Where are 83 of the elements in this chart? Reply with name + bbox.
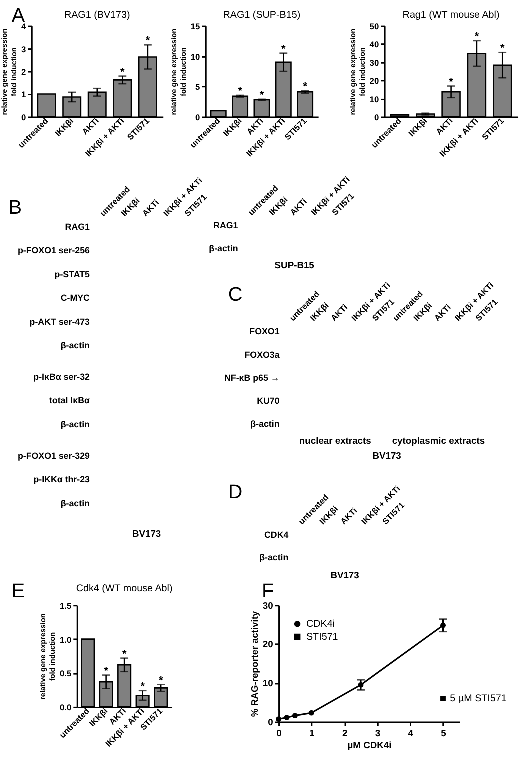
text: nuclear extracts <box>299 434 372 446</box>
point <box>292 713 298 719</box>
legend-label: STI571 <box>306 632 339 643</box>
category-label: β-actin <box>60 498 90 508</box>
y-axis-title: % RAG-reporter activity <box>248 610 260 718</box>
y-tick-label: 10 <box>370 94 380 104</box>
y-tick-label: 10 <box>262 678 274 689</box>
y-tick-label: 15 <box>190 22 201 32</box>
text: cytoplasmic extracts <box>392 434 486 446</box>
y-tick-label: 2 <box>22 66 27 77</box>
point <box>308 710 314 716</box>
text: SUP-B15 <box>274 259 314 270</box>
y-tick-label: 20 <box>370 76 380 86</box>
text: C <box>228 284 243 306</box>
x-tick-label: 0 <box>276 727 282 738</box>
y-tick-label: 30 <box>262 600 274 611</box>
category-label: p-STAT5 <box>54 269 90 280</box>
chart-title: RAG1 (SUP-B15) <box>223 10 301 22</box>
annotation: * <box>120 66 126 78</box>
x-tick-label: 4 <box>408 727 414 738</box>
annotation: * <box>238 86 244 98</box>
text: BV173 <box>372 450 402 461</box>
text: D <box>228 481 243 504</box>
category-label: C-MYC <box>60 293 90 304</box>
point <box>284 715 290 720</box>
category-label: FOXO1 <box>250 326 280 337</box>
category-label: NF-κB p65 → <box>224 372 280 383</box>
annotation: * <box>282 43 287 56</box>
annotation: * <box>146 35 151 48</box>
category-label: β-actin <box>209 244 238 254</box>
y-tick-label: 50 <box>370 22 380 32</box>
category-label: total IκBα <box>49 396 90 406</box>
chart-title: RAG1 (BV173) <box>64 10 130 22</box>
text: BV173 <box>330 569 360 580</box>
annotation: * <box>474 30 480 43</box>
legend-label: CDK4i <box>306 619 336 630</box>
point <box>440 696 446 702</box>
chart-title: Cdk4 (WT mouse Abl) <box>76 584 173 595</box>
annotation: 5 µM STI571 <box>450 694 508 705</box>
category-label: RAG1 <box>214 220 238 230</box>
annotation: * <box>303 80 308 93</box>
y-tick-label: 5 <box>196 82 201 92</box>
text: E <box>12 580 26 602</box>
y-tick-label: 20 <box>262 638 274 650</box>
y-tick-label: 4 <box>22 22 27 32</box>
x-axis-title: µM CDK4i <box>348 740 392 751</box>
category-label: β-actin <box>60 340 90 351</box>
annotation: * <box>449 76 454 88</box>
category-label: p-FOXO1 ser-256 <box>18 246 90 256</box>
annotation: * <box>260 89 265 102</box>
y-tick-label: 0.5 <box>60 668 72 679</box>
category-label: p-AKT ser-473 <box>30 316 90 327</box>
x-tick-label: 5 <box>441 727 446 738</box>
category-label: RAG1 <box>65 222 90 232</box>
y-tick-label: 30 <box>370 58 380 68</box>
text: F <box>262 580 274 602</box>
point <box>440 622 446 628</box>
text: B <box>8 196 22 219</box>
y-tick-label: 3 <box>22 44 27 54</box>
point <box>358 682 364 688</box>
x-tick-label: 1 <box>310 727 315 738</box>
category-label: p-IκBα ser-32 <box>34 372 90 382</box>
y-tick-label: 40 <box>370 40 380 50</box>
category-label: β-actin <box>250 418 280 429</box>
category-label: p-FOXO1 ser-329 <box>18 450 90 461</box>
annotation: * <box>104 665 110 678</box>
category-label: β-actin <box>60 419 90 430</box>
chart-title: Rag1 (WT mouse Abl) <box>402 10 500 22</box>
y-tick-label: 1.0 <box>60 634 72 645</box>
category-label: KU70 <box>257 396 280 406</box>
category-label: p-IKKα thr-23 <box>34 474 90 485</box>
annotation: * <box>122 648 128 660</box>
text: BV173 <box>132 528 162 540</box>
category-label: β-actin <box>260 552 289 563</box>
annotation: * <box>500 42 506 55</box>
y-tick-label: 1.5 <box>60 600 72 611</box>
y-tick-label: 1 <box>22 90 27 100</box>
category-label: FOXO3a <box>244 350 280 360</box>
annotation: * <box>158 674 164 687</box>
x-tick-label: 2 <box>342 727 348 738</box>
category-label: CDK4 <box>264 530 289 540</box>
y-tick-label: 10 <box>190 52 201 62</box>
annotation: * <box>140 680 146 693</box>
